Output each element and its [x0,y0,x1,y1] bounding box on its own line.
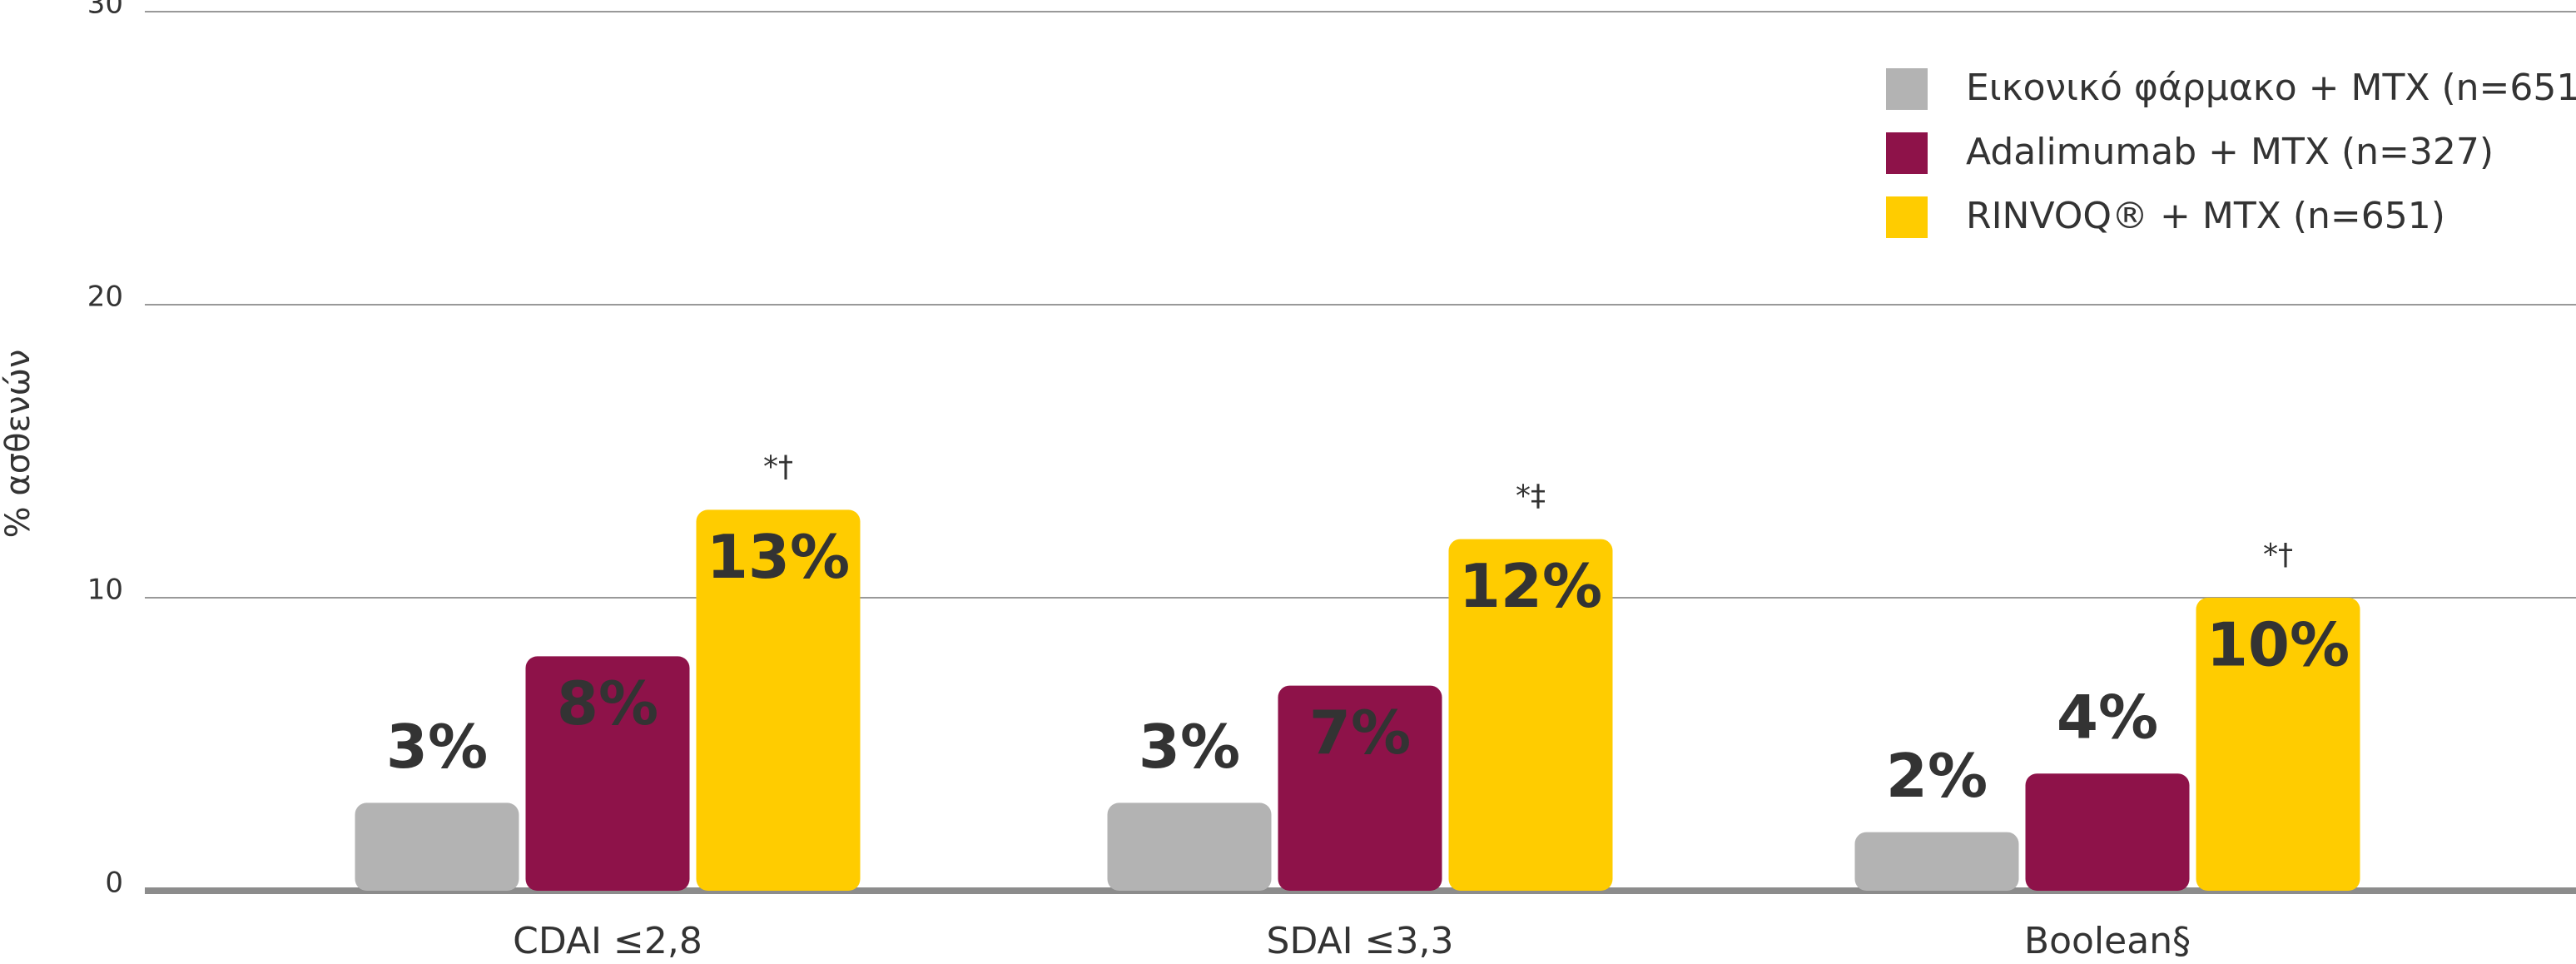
bar [2025,773,2190,891]
bar [2196,598,2360,891]
legend-swatch [1886,132,1928,174]
value-label: 10% [2206,610,2350,680]
y-tick-label: 30 [87,0,123,21]
value-label: 3% [386,712,488,782]
annotation: *† [763,450,793,484]
y-tick-label: 10 [87,574,123,607]
value-label: 13% [707,522,850,592]
legend-label: RINVOQ® + MTX (n=651) [1966,195,2445,237]
legend-swatch [1886,196,1928,238]
legend-label: Εικονικό φάρμακο + MTX (n=651) [1966,67,2576,109]
legend-swatch [1886,68,1928,110]
x-tick-label: Boolean§ [2024,920,2191,962]
bar [1107,803,1272,891]
bar [696,509,861,891]
value-label: 2% [1886,741,1988,811]
value-label: 7% [1309,698,1411,768]
annotation: *† [2263,538,2293,572]
y-tick-label: 20 [87,281,123,314]
x-tick-label: SDAI ≤3,3 [1267,920,1454,962]
legend-label: Adalimumab + MTX (n=327) [1966,131,2494,173]
value-label: 3% [1139,712,1240,782]
annotation: *‡ [1516,480,1546,514]
y-tick-label: 0 [105,867,123,900]
value-label: 12% [1459,551,1602,621]
bar [1448,539,1613,891]
bar [1278,685,1442,891]
value-label: 8% [557,668,658,738]
bar [1854,832,2019,891]
x-tick-label: CDAI ≤2,8 [513,920,702,962]
bar [355,803,519,891]
y-axis-label: % ασθενών [0,350,37,539]
value-label: 4% [2057,683,2158,753]
bar [525,656,690,891]
